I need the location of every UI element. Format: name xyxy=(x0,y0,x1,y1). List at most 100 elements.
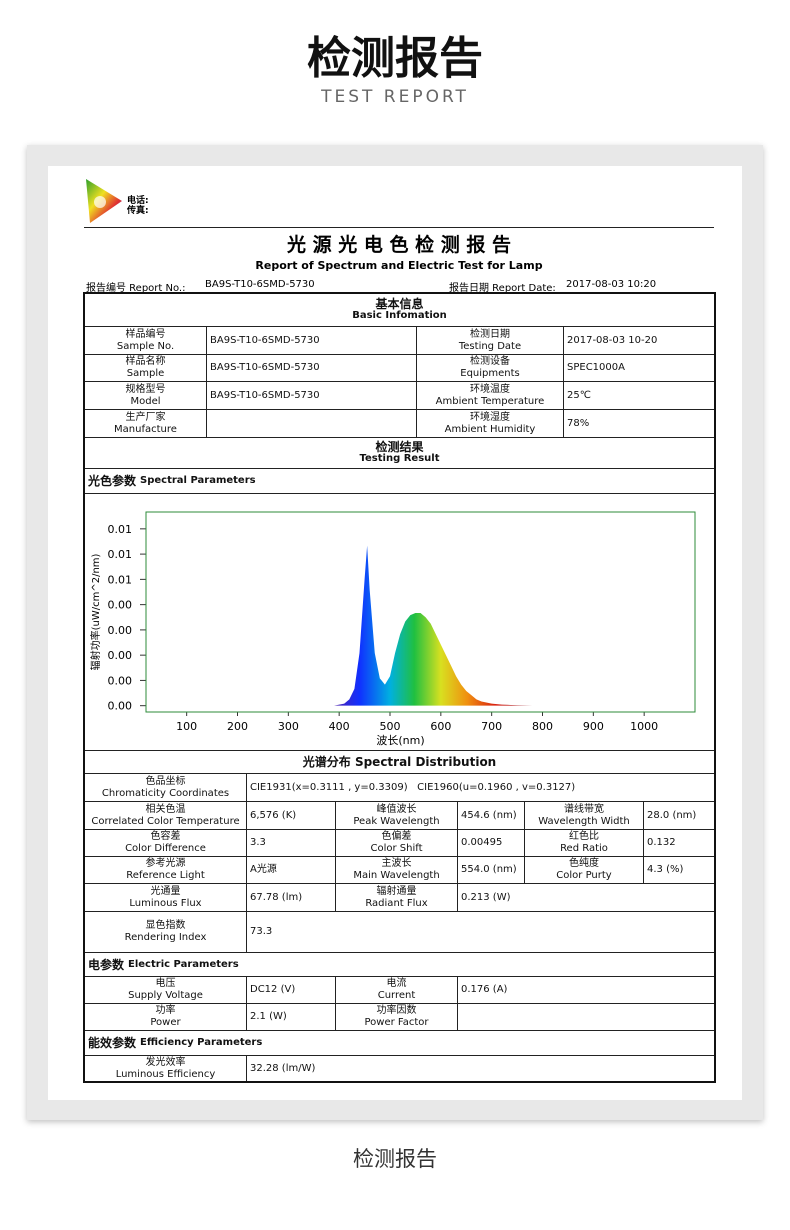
cell-text: Supply Voltage xyxy=(128,990,203,1001)
cell-text: Spectral Parameters xyxy=(140,475,256,486)
spectrum-area xyxy=(329,545,533,706)
x-tick-label: 800 xyxy=(532,720,553,733)
y-axis-label: 辐射功率(uW/cm^2/nm) xyxy=(89,553,102,670)
y-tick-label: 0.00 xyxy=(108,649,133,662)
cell-text: Ambient Humidity xyxy=(444,423,536,435)
x-tick-label: 400 xyxy=(329,720,350,733)
cell-text: 色偏差 xyxy=(381,831,412,842)
cell-text: 辐射通量 xyxy=(376,885,417,897)
cell-text: 检测日期 xyxy=(470,328,510,340)
cell-text: 454.6 (nm) xyxy=(461,809,517,821)
paper xyxy=(48,166,742,1100)
cell-text: 环境温度 xyxy=(470,383,510,395)
cell-text: Peak Wavelength xyxy=(353,815,440,827)
cell-text: 554.0 (nm) xyxy=(461,864,517,875)
cell-text: Equipments xyxy=(460,368,520,379)
cell-text: Ambient Temperature xyxy=(435,395,545,407)
y-tick-label: 0.01 xyxy=(108,523,133,536)
cell-text: 73.3 xyxy=(250,926,273,937)
plot-frame xyxy=(145,511,696,713)
cell-text: 峰值波长 xyxy=(376,803,417,815)
cell-text: 主波长 xyxy=(381,858,412,869)
cell-text: 电参数 xyxy=(88,957,125,972)
cell-text: Manufacture xyxy=(114,423,177,435)
cell-text: Red Ratio xyxy=(560,843,608,854)
cell-text: 样品编号 xyxy=(125,328,166,340)
cell-text: 电压 xyxy=(155,978,176,989)
cell-text: Rendering Index xyxy=(124,932,207,943)
report-no-label: 报告编号 Report No.: xyxy=(86,283,186,294)
cell-text: BA9S-T10-6SMD-5730 xyxy=(210,334,320,346)
cell-text: CIE1931(x=0.3111 , y=0.3309) CIE1960(u=0… xyxy=(250,781,576,793)
y-tick-label: 0.00 xyxy=(108,624,133,637)
cell-text: Wavelength Width xyxy=(538,815,630,827)
page-subtitle: TEST REPORT xyxy=(321,87,469,107)
y-tick-label: 0.00 xyxy=(108,674,133,687)
cell-text: Color Difference xyxy=(125,843,206,854)
cell-text: 78% xyxy=(567,417,590,429)
cell-text: 样品名称 xyxy=(125,356,166,367)
cell-text: 功率因数 xyxy=(376,1005,417,1016)
cell-text: Testing Result xyxy=(359,453,440,464)
cell-text: 能效参数 xyxy=(88,1036,137,1050)
x-tick-label: 100 xyxy=(176,720,197,733)
cell-text: 25℃ xyxy=(567,389,591,401)
cell-text: 显色指数 xyxy=(145,920,186,931)
cell-text: 基本信息 xyxy=(375,297,424,311)
cell-text: 28.0 (nm) xyxy=(647,809,697,821)
cell-text: Sample xyxy=(126,368,165,379)
report-subtitle: Report of Spectrum and Electric Test for… xyxy=(255,259,543,272)
cell-text: Luminous Flux xyxy=(129,897,202,909)
cell-text: Color Shift xyxy=(370,843,423,854)
logo xyxy=(86,179,122,223)
report-title: 光 源 光 电 色 检 测 报 告 xyxy=(287,234,511,256)
cell-text: 0.132 xyxy=(647,837,676,848)
cell-text: Electric Parameters xyxy=(128,958,239,970)
cell-text: Model xyxy=(130,395,161,407)
x-tick-label: 900 xyxy=(583,720,604,733)
cell-text: 谱线带宽 xyxy=(564,803,604,815)
x-tick-label: 200 xyxy=(227,720,248,733)
cell-text: Current xyxy=(377,990,416,1001)
x-axis-label: 波长(nm) xyxy=(376,734,424,747)
y-tick-label: 0.00 xyxy=(108,599,133,612)
cell-text: 检测设备 xyxy=(470,356,510,367)
cell-text: 光色参数 xyxy=(88,474,137,488)
cell-text: 3.3 xyxy=(250,837,266,848)
cell-text: 67.78 (lm) xyxy=(250,891,303,903)
cell-text: 4.3 (%) xyxy=(647,864,684,875)
report-no: BA9S-T10-6SMD-5730 xyxy=(205,279,315,290)
cell-text: 参考光源 xyxy=(145,858,186,869)
cell-text: 色纯度 xyxy=(569,858,599,869)
cell-text: 规格型号 xyxy=(125,383,166,395)
cell-text: Luminous Efficiency xyxy=(115,1068,216,1080)
cell-text: 2017-08-03 10-20 xyxy=(567,334,658,346)
x-tick-label: 300 xyxy=(278,720,299,733)
cell-text: 0.176 (A) xyxy=(461,984,508,995)
cell-text: 0.213 (W) xyxy=(461,891,511,903)
report-date-label: 报告日期 Report Date: xyxy=(449,283,556,294)
cell-text: 2.1 (W) xyxy=(250,1011,287,1022)
cell-text: 光通量 xyxy=(150,885,181,897)
cell-text: 光谱分布 Spectral Distribution xyxy=(302,755,497,769)
cell-text: A光源 xyxy=(250,864,277,875)
cell-text: Main Wavelength xyxy=(353,870,440,881)
cell-text: Power xyxy=(150,1017,181,1028)
cell-text: Power Factor xyxy=(364,1017,429,1028)
cell-text: Chromaticity Coordinates xyxy=(101,787,230,799)
cell-text: Sample No. xyxy=(116,340,175,352)
caption: 检测报告 xyxy=(353,1147,437,1171)
page-title: 检测报告 xyxy=(307,33,483,84)
cell-text: SPEC1000A xyxy=(567,362,625,373)
cell-text: 环境湿度 xyxy=(470,411,510,423)
contact: 电话: 传真: xyxy=(127,196,149,216)
cell-text: 电流 xyxy=(386,978,407,989)
cell-text: Efficiency Parameters xyxy=(140,1037,263,1048)
cell-text: 检测结果 xyxy=(375,440,424,454)
cell-text: Correlated Color Temperature xyxy=(91,815,240,827)
cell-text: 功率 xyxy=(155,1005,176,1016)
x-tick-label: 1000 xyxy=(630,720,658,733)
spectrum-chart: 0.00 0.00 0.00 0.00 0.00 0.01 0.01 0.01 100 200 30… xyxy=(89,511,696,747)
x-tick-label: 500 xyxy=(380,720,401,733)
